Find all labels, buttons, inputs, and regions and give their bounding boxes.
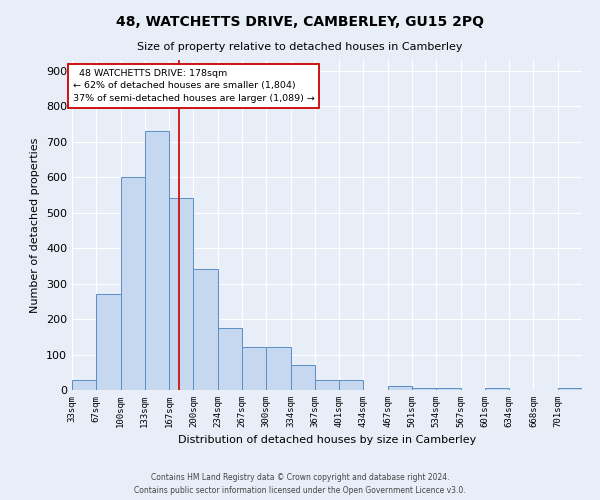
Text: Size of property relative to detached houses in Camberley: Size of property relative to detached ho… bbox=[137, 42, 463, 52]
Bar bbox=[485, 388, 509, 390]
Bar bbox=[169, 198, 193, 390]
Text: Contains HM Land Registry data © Crown copyright and database right 2024.
Contai: Contains HM Land Registry data © Crown c… bbox=[134, 474, 466, 495]
Y-axis label: Number of detached properties: Number of detached properties bbox=[31, 138, 40, 312]
Bar bbox=[72, 380, 96, 390]
Bar bbox=[96, 294, 121, 390]
Bar bbox=[315, 380, 339, 390]
Bar bbox=[436, 388, 461, 390]
Bar bbox=[290, 365, 315, 390]
X-axis label: Distribution of detached houses by size in Camberley: Distribution of detached houses by size … bbox=[178, 436, 476, 446]
Text: 48 WATCHETTS DRIVE: 178sqm
← 62% of detached houses are smaller (1,804)
37% of s: 48 WATCHETTS DRIVE: 178sqm ← 62% of deta… bbox=[73, 69, 314, 103]
Bar bbox=[339, 380, 364, 390]
Bar bbox=[266, 348, 290, 390]
Bar bbox=[242, 348, 266, 390]
Text: 48, WATCHETTS DRIVE, CAMBERLEY, GU15 2PQ: 48, WATCHETTS DRIVE, CAMBERLEY, GU15 2PQ bbox=[116, 15, 484, 29]
Bar bbox=[388, 386, 412, 390]
Bar bbox=[218, 328, 242, 390]
Bar bbox=[412, 388, 436, 390]
Bar bbox=[121, 177, 145, 390]
Bar bbox=[145, 131, 169, 390]
Bar bbox=[558, 388, 582, 390]
Bar bbox=[193, 270, 218, 390]
